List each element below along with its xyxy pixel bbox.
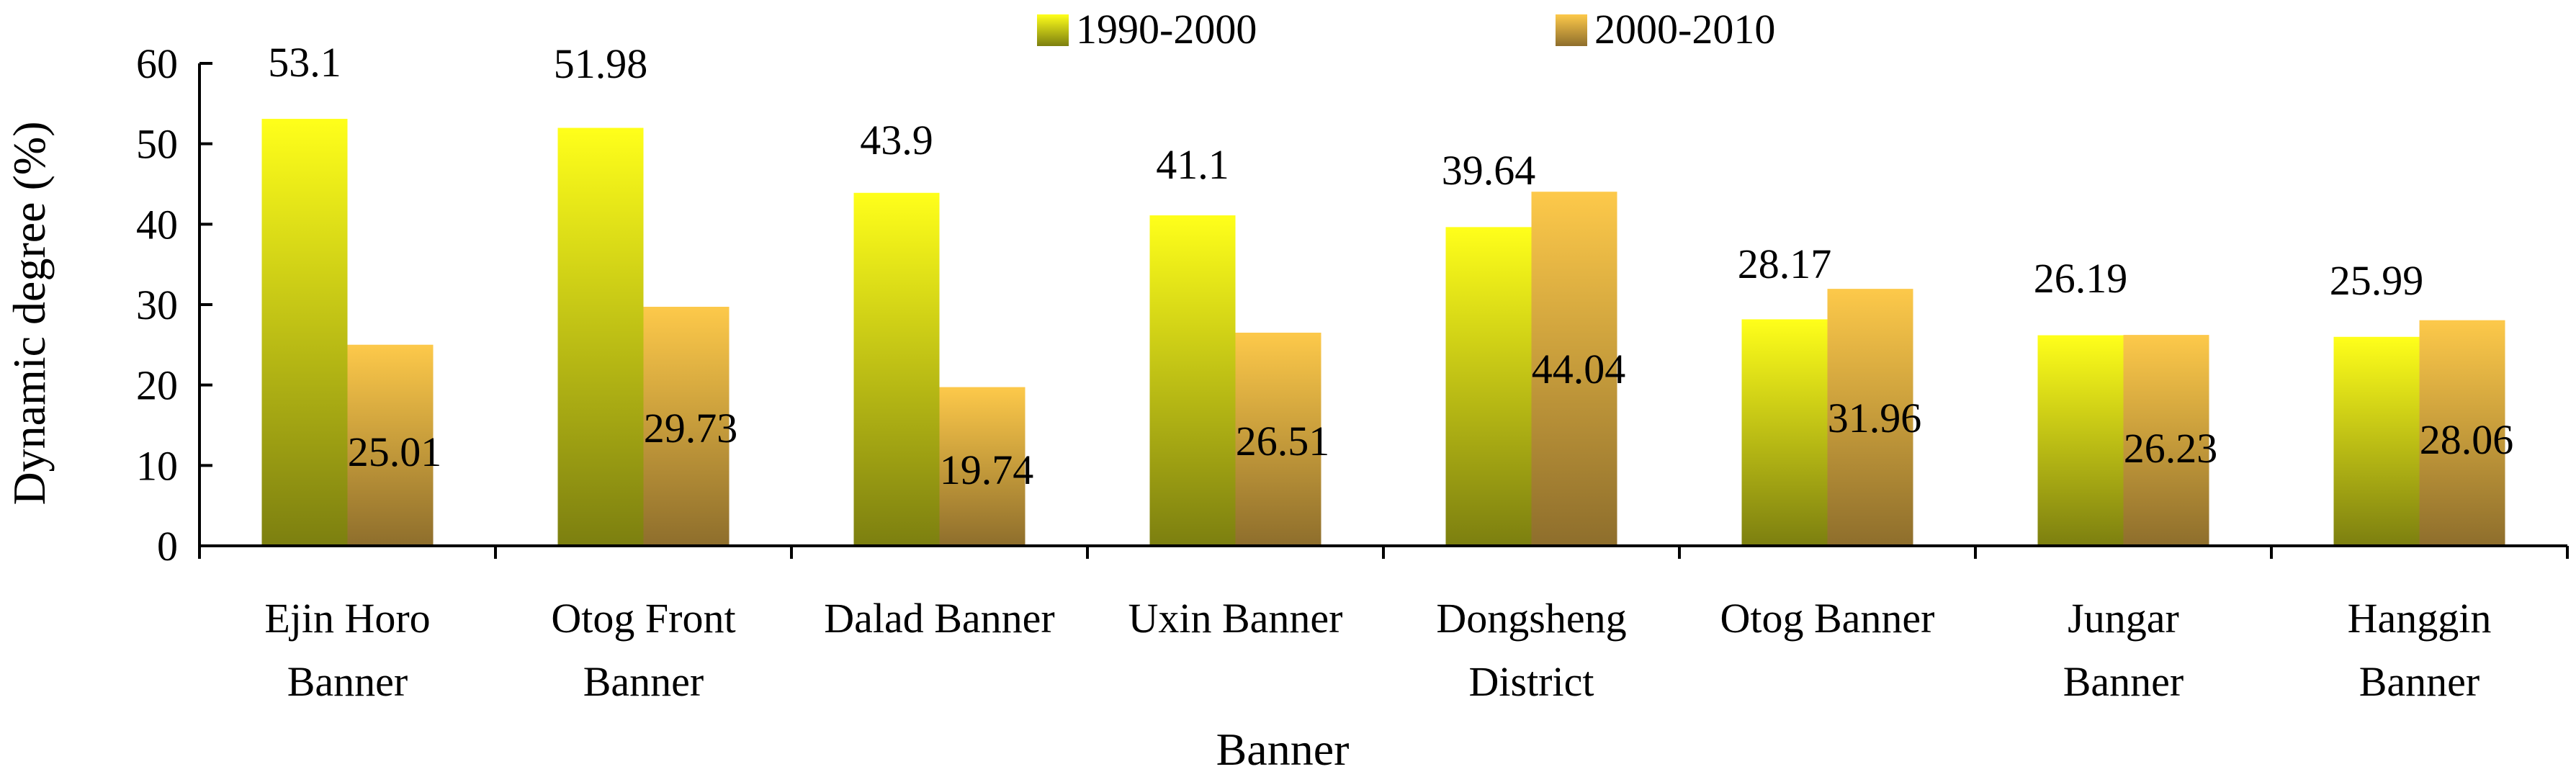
legend-label-2: 2000-2010 — [1594, 6, 1775, 53]
y-tick-label-2: 20 — [136, 362, 178, 409]
bar-2-6 — [2123, 335, 2209, 546]
data-label-s1-7: 25.99 — [2330, 257, 2424, 304]
bar-1-2 — [853, 192, 940, 546]
bar-2-5 — [1827, 289, 1913, 546]
x-tick-label-7-line-1: Banner — [2359, 658, 2480, 705]
data-label-s1-1: 51.98 — [554, 40, 648, 87]
data-label-s2-1: 29.73 — [644, 405, 738, 452]
data-label-s1-5: 28.17 — [1738, 241, 1832, 287]
y-tick-label-0: 0 — [157, 523, 178, 570]
x-tick-label-7-line-0: Hanggin — [2348, 595, 2492, 642]
bar-1-4 — [1445, 227, 1532, 546]
bar-2-1 — [643, 307, 730, 546]
axes-group: 0 10 20 30 40 50 60 Ejin Horo Banner Otog Front Ba… — [136, 40, 2569, 705]
y-tick-label-1: 10 — [136, 442, 178, 489]
bar-2-3 — [1235, 332, 1321, 546]
data-label-s2-4: 44.04 — [1532, 346, 1626, 392]
bar-1-3 — [1149, 215, 1236, 546]
x-tick-label-0-line-0: Ejin Horo — [264, 595, 430, 642]
bar-1-7 — [2333, 336, 2420, 546]
bar-1-6 — [2037, 335, 2124, 546]
y-tick-label-3: 30 — [136, 282, 178, 328]
x-tick-label-1-line-1: Banner — [583, 658, 704, 705]
legend-swatch-1 — [1037, 14, 1069, 46]
x-axis-title: Banner — [1216, 724, 1350, 775]
data-label-s1-3: 41.1 — [1156, 141, 1229, 188]
x-tick-label-3: Uxin Banner — [1128, 595, 1343, 642]
data-label-s2-5: 31.96 — [1828, 395, 1922, 441]
bar-2-2 — [939, 387, 1026, 546]
data-label-s2-6: 26.23 — [2124, 425, 2218, 472]
bar-1-0 — [261, 119, 348, 547]
data-label-s1-6: 26.19 — [2034, 255, 2128, 302]
bar-1-5 — [1741, 319, 1828, 546]
legend-label-1: 1990-2000 — [1076, 6, 1257, 53]
y-tick-label-4: 40 — [136, 201, 178, 248]
data-labels-group: 53.1 25.01 51.98 29.73 43.9 19.74 41.1 26.51 39.… — [268, 39, 2513, 493]
data-label-s2-2: 19.74 — [940, 446, 1034, 493]
x-tick-label-6-line-1: Banner — [2063, 658, 2184, 705]
data-label-s2-0: 25.01 — [348, 428, 442, 475]
data-label-s1-2: 43.9 — [860, 117, 933, 163]
y-tick-label-6: 60 — [136, 40, 178, 87]
x-tick-label-6-line-0: Jungar — [2068, 595, 2179, 642]
bar-2-0 — [347, 344, 434, 546]
bar-2-7 — [2419, 320, 2505, 546]
data-label-s2-3: 26.51 — [1236, 418, 1330, 464]
x-tick-label-2: Dalad Banner — [824, 595, 1054, 642]
bars-group — [261, 119, 2505, 547]
data-label-s1-0: 53.1 — [268, 39, 341, 86]
legend-swatch-2 — [1556, 14, 1587, 46]
legend: 1990-2000 2000-2010 — [1037, 6, 1775, 53]
x-tick-label-0-line-1: Banner — [287, 658, 408, 705]
bar-1-1 — [557, 127, 644, 547]
data-label-s2-7: 28.06 — [2420, 416, 2514, 463]
y-axis-title: Dynamic degree (%) — [4, 121, 55, 505]
data-label-s1-4: 39.64 — [1442, 147, 1536, 194]
x-tick-label-4-line-0: Dongsheng — [1436, 595, 1626, 642]
x-tick-label-4-line-1: District — [1469, 658, 1594, 705]
bar-2-4 — [1531, 192, 1617, 546]
y-tick-label-5: 50 — [136, 121, 178, 168]
x-tick-label-5: Otog Banner — [1720, 595, 1935, 642]
x-tick-label-1-line-0: Otog Front — [551, 595, 735, 642]
